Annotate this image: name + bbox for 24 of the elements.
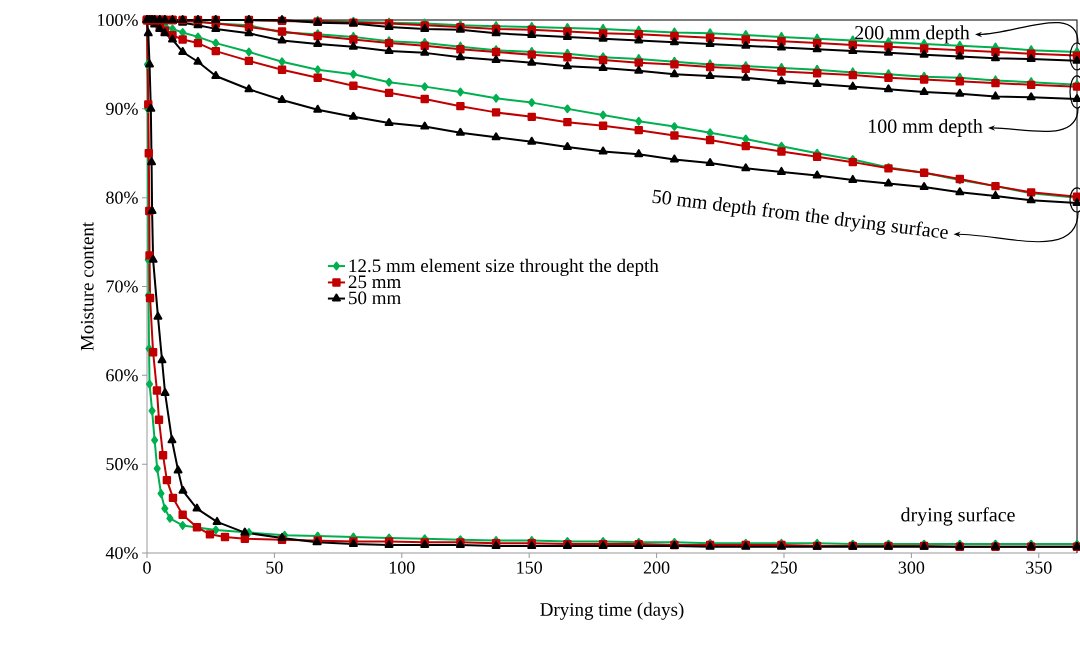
x-tick-label: 200 <box>643 561 670 574</box>
annotation: 200 mm depth <box>855 25 970 44</box>
legend-label: 50 mm <box>349 291 401 305</box>
x-tick-label: 300 <box>898 561 925 574</box>
x-tick-label: 0 <box>143 561 151 574</box>
x-tick-label: 250 <box>771 561 797 574</box>
annotation: 100 mm depth <box>868 118 983 138</box>
legend-label: 12.5 mm element size throught the depth <box>349 258 659 276</box>
y-tick-label: 90% <box>106 102 138 115</box>
x-tick-label: 50 <box>266 561 283 574</box>
x-tick-label: 100 <box>389 561 415 574</box>
y-tick-label: 70% <box>106 280 138 293</box>
annotation: 50 mm depth from the drying surface <box>652 189 948 239</box>
annotation: drying surface <box>901 507 1015 526</box>
y-tick-label: 60% <box>106 369 138 382</box>
y-tick-label: 50% <box>106 458 138 471</box>
x-axis-title: Drying time (days) <box>540 602 684 620</box>
y-tick-label: 100% <box>98 13 138 27</box>
y-tick-label: 40% <box>105 546 138 560</box>
x-tick-label: 150 <box>517 561 543 574</box>
legend-label: 25 mm <box>348 275 401 289</box>
y-tick-label: 80% <box>106 191 138 204</box>
x-tick-label: 350 <box>1026 561 1052 574</box>
y-axis-title: Moisture content <box>80 221 94 351</box>
